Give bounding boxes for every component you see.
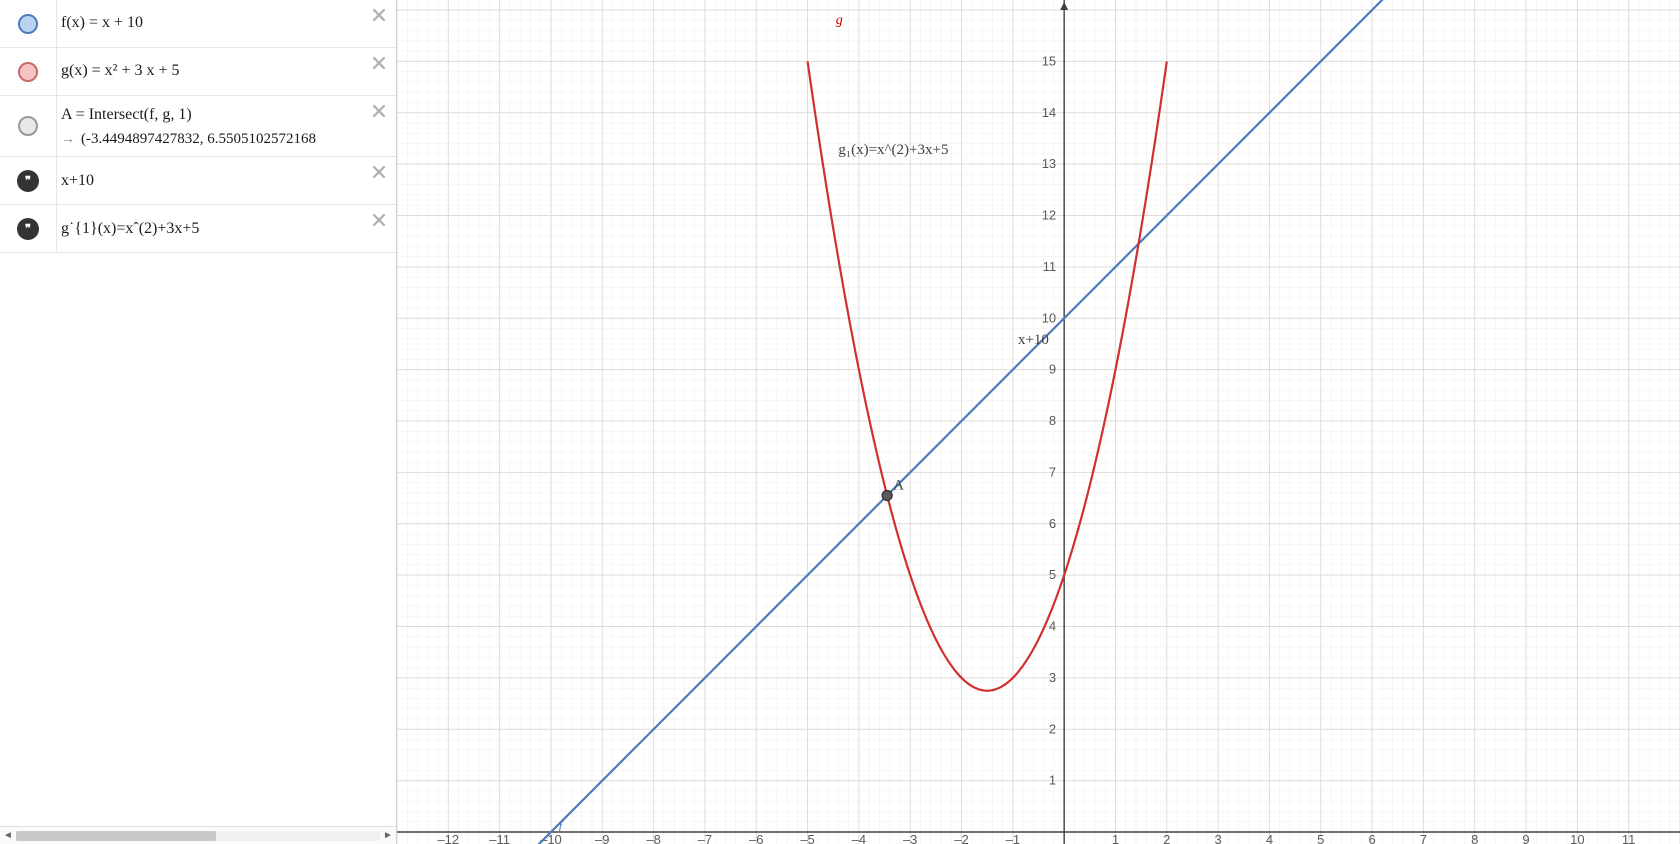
expression-text: g˙{1}(x)=xˆ(2)+3x+5 xyxy=(61,218,390,240)
x-tick-label: –2 xyxy=(954,832,968,844)
grid xyxy=(397,0,1680,844)
y-tick-label: 12 xyxy=(1042,208,1056,223)
x-tick-label: 1 xyxy=(1112,832,1119,844)
point-a-label: A xyxy=(893,477,904,493)
x-tick-label: –7 xyxy=(698,832,712,844)
x-tick-label: –1 xyxy=(1006,832,1020,844)
expression-cell[interactable]: g˙{1}(x)=xˆ(2)+3x+5 xyxy=(56,205,396,252)
x-tick-label: –10 xyxy=(540,832,562,844)
visibility-toggle[interactable] xyxy=(0,48,56,95)
y-tick-label: 14 xyxy=(1042,105,1056,120)
x-tick-label: 9 xyxy=(1522,832,1529,844)
x-tick-label: –8 xyxy=(646,832,660,844)
scroll-left-arrow[interactable]: ◄ xyxy=(0,827,16,844)
expression-cell[interactable]: g(x) = x² + 3 x + 5 xyxy=(56,48,396,95)
x-tick-label: 5 xyxy=(1317,832,1324,844)
expression-text: f(x) = x + 10 xyxy=(61,12,390,34)
visibility-toggle[interactable] xyxy=(0,96,56,156)
y-tick-label: 3 xyxy=(1049,670,1056,685)
visibility-toggle[interactable]: ❞ xyxy=(0,205,56,252)
algebra-row[interactable]: ❞ g˙{1}(x)=xˆ(2)+3x+5 xyxy=(0,205,396,253)
x-tick-label: –3 xyxy=(903,832,917,844)
text-object-icon[interactable]: ❞ xyxy=(17,170,39,192)
y-tick-label: 9 xyxy=(1049,362,1056,377)
y-tick-label: 8 xyxy=(1049,413,1056,428)
x-tick-label: 2 xyxy=(1163,832,1170,844)
x-tick-label: 7 xyxy=(1420,832,1427,844)
algebra-row[interactable]: f(x) = x + 10 xyxy=(0,0,396,48)
object-marble-icon[interactable] xyxy=(18,116,38,136)
y-tick-label: 7 xyxy=(1049,464,1056,479)
y-tick-label: 1 xyxy=(1049,773,1056,788)
algebra-row[interactable]: ❞ x+10 xyxy=(0,157,396,205)
x-tick-label: 8 xyxy=(1471,832,1478,844)
close-icon[interactable] xyxy=(370,211,388,229)
x-tick-label: –9 xyxy=(595,832,609,844)
expression-text: A = Intersect(f, g, 1) xyxy=(61,104,390,126)
graphics-view[interactable]: –12–11–10–9–8–7–6–5–4–3–2–11234567891011… xyxy=(397,0,1680,844)
scroll-thumb[interactable] xyxy=(16,831,216,841)
y-tick-label: 5 xyxy=(1049,567,1056,582)
x-tick-label: 6 xyxy=(1368,832,1375,844)
x-tick-label: –6 xyxy=(749,832,763,844)
curve-g-equation-label: g₁(x)=x^(2)+3x+5 xyxy=(838,142,948,158)
y-tick-label: 13 xyxy=(1042,156,1056,171)
curve-g-name-label: g xyxy=(836,13,843,28)
x-tick-label: –12 xyxy=(437,832,459,844)
x-tick-label: 4 xyxy=(1266,832,1273,844)
x-tick-label: –5 xyxy=(800,832,814,844)
x-tick-label: –11 xyxy=(489,832,510,844)
close-icon[interactable] xyxy=(370,6,388,24)
close-icon[interactable] xyxy=(370,102,388,120)
scroll-right-arrow[interactable]: ► xyxy=(380,827,396,844)
y-tick-label: 6 xyxy=(1049,516,1056,531)
x-tick-label: 3 xyxy=(1215,832,1222,844)
x-tick-label: 10 xyxy=(1570,832,1584,844)
sidebar-horizontal-scrollbar[interactable]: ◄ ► xyxy=(0,826,396,844)
expression-text: g(x) = x² + 3 x + 5 xyxy=(61,60,390,82)
visibility-toggle[interactable] xyxy=(0,0,56,47)
close-icon[interactable] xyxy=(370,163,388,181)
expression-cell[interactable]: f(x) = x + 10 xyxy=(56,0,396,47)
y-tick-label: 15 xyxy=(1042,53,1056,68)
close-icon[interactable] xyxy=(370,54,388,72)
x-tick-label: 11 xyxy=(1622,832,1636,844)
axis-ticks: –12–11–10–9–8–7–6–5–4–3–2–11234567891011… xyxy=(437,53,1635,844)
point-a[interactable] xyxy=(882,490,892,500)
y-tick-label: 10 xyxy=(1042,310,1056,325)
object-marble-icon[interactable] xyxy=(18,62,38,82)
line-f[interactable] xyxy=(397,0,1680,844)
y-tick-label: 4 xyxy=(1049,619,1056,634)
x-tick-label: –4 xyxy=(852,832,866,844)
text-object-icon[interactable]: ❞ xyxy=(17,218,39,240)
y-tick-label: 11 xyxy=(1043,259,1057,274)
line-f-label: x+10 xyxy=(1018,332,1049,348)
scroll-track[interactable] xyxy=(16,831,380,841)
expression-result: →(-3.4494897427832, 6.5505102572168 xyxy=(61,130,390,148)
axes xyxy=(397,0,1680,844)
algebra-row[interactable]: A = Intersect(f, g, 1) →(-3.4494897427832… xyxy=(0,96,396,157)
object-marble-icon[interactable] xyxy=(18,14,38,34)
y-tick-label: 2 xyxy=(1049,721,1056,736)
algebra-panel: f(x) = x + 10 g(x) = x² + 3 x + 5 A = Inte… xyxy=(0,0,397,844)
expression-text: x+10 xyxy=(61,170,390,192)
expression-cell[interactable]: x+10 xyxy=(56,157,396,204)
expression-cell[interactable]: A = Intersect(f, g, 1) →(-3.4494897427832… xyxy=(56,96,396,156)
algebra-row[interactable]: g(x) = x² + 3 x + 5 xyxy=(0,48,396,96)
visibility-toggle[interactable]: ❞ xyxy=(0,157,56,204)
algebra-list: f(x) = x + 10 g(x) = x² + 3 x + 5 A = Inte… xyxy=(0,0,396,826)
